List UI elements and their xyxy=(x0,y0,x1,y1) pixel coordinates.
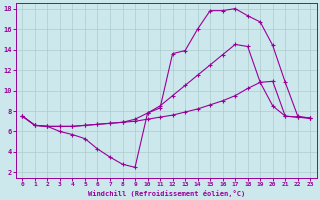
X-axis label: Windchill (Refroidissement éolien,°C): Windchill (Refroidissement éolien,°C) xyxy=(88,190,245,197)
